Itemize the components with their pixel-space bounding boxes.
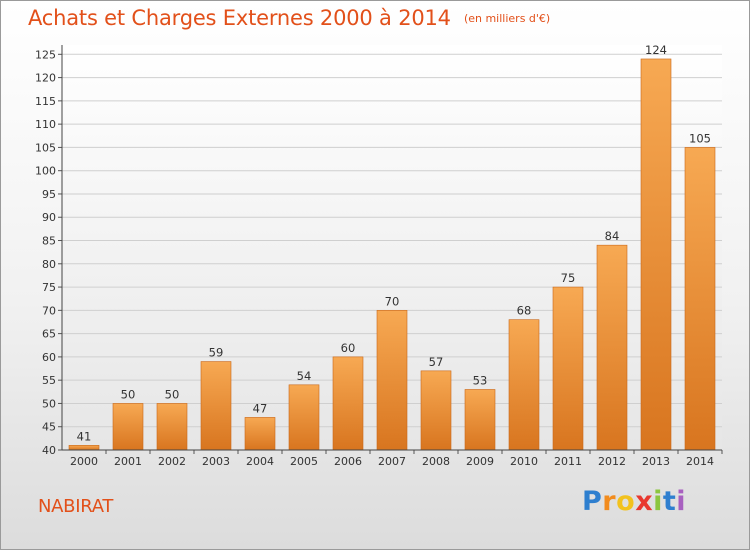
value-label: 105 <box>689 131 711 145</box>
value-labels: 41 50 50 59 47 54 60 70 57 53 68 75 84 124 105 <box>77 43 711 443</box>
x-tick-label: 2007 <box>378 455 406 468</box>
value-label: 41 <box>77 429 92 443</box>
logo-letter: r <box>602 486 617 517</box>
y-tick-label: 110 <box>35 118 56 131</box>
x-tick-label: 2014 <box>686 455 714 468</box>
y-tick-label: 50 <box>42 397 56 410</box>
y-tick-label: 75 <box>42 281 56 294</box>
value-label: 68 <box>517 304 532 318</box>
logo-letter: i <box>676 486 687 517</box>
value-label: 53 <box>473 373 488 387</box>
y-tick-label: 115 <box>35 95 56 108</box>
value-label: 70 <box>385 294 400 308</box>
x-tick-label: 2006 <box>334 455 362 468</box>
bar-2009 <box>464 389 496 451</box>
bar-2012 <box>596 244 628 451</box>
bar-2010 <box>508 319 540 451</box>
x-tick-label: 2000 <box>70 455 98 468</box>
x-tick-label: 2013 <box>642 455 670 468</box>
y-tick-label: 60 <box>42 351 56 364</box>
value-label: 50 <box>165 387 180 401</box>
y-tick-label: 85 <box>42 235 56 248</box>
bar-2005 <box>288 384 320 451</box>
value-label: 50 <box>121 387 136 401</box>
x-tick-label: 2003 <box>202 455 230 468</box>
logo-letter: x <box>635 486 654 517</box>
y-tick-label: 120 <box>35 72 56 85</box>
bar-2006 <box>332 356 364 451</box>
y-tick-label: 70 <box>42 304 56 317</box>
value-label: 47 <box>253 401 268 415</box>
x-tick-label: 2001 <box>114 455 142 468</box>
value-label: 124 <box>645 43 667 57</box>
value-label: 57 <box>429 355 444 369</box>
x-tick-label: 2010 <box>510 455 538 468</box>
x-tick-label: 2011 <box>554 455 582 468</box>
x-tick-label: 2002 <box>158 455 186 468</box>
x-tick-label: 2012 <box>598 455 626 468</box>
y-tick-label: 105 <box>35 141 56 154</box>
logo-letter: o <box>616 486 636 517</box>
y-tick-label: 125 <box>35 48 56 61</box>
value-label: 54 <box>297 369 312 383</box>
chart-title: Achats et Charges Externes 2000 à 2014 <box>28 6 451 30</box>
bar-2014 <box>684 147 716 451</box>
bar-2003 <box>200 361 232 451</box>
chart-unit-note: (en milliers d'€) <box>463 12 551 25</box>
proxiti-logo: Proxiti <box>582 486 686 517</box>
y-tick-label: 100 <box>35 165 56 178</box>
bar-2000 <box>68 445 100 451</box>
y-tick-label: 80 <box>42 258 56 271</box>
bar-2011 <box>552 286 584 451</box>
value-label: 84 <box>605 229 620 243</box>
y-tick-label: 40 <box>42 444 56 457</box>
logo-letter: i <box>653 486 663 517</box>
y-tick-label: 90 <box>42 211 56 224</box>
value-label: 60 <box>341 341 356 355</box>
y-tick-label: 45 <box>42 421 56 434</box>
town-name: NABIRAT <box>38 496 114 517</box>
x-tick-label: 2004 <box>246 455 274 468</box>
axes: 40 45 50 55 60 65 70 75 80 85 90 95 100 105 110 115 120 1… <box>35 45 723 468</box>
y-tick-label: 55 <box>42 374 56 387</box>
logo-letter: t <box>662 486 677 517</box>
y-tick-label: 65 <box>42 328 56 341</box>
logo-letter: P <box>582 486 603 517</box>
bar-2002 <box>156 403 188 451</box>
x-tick-label: 2005 <box>290 455 318 468</box>
bar-2001 <box>112 403 144 451</box>
value-label: 75 <box>561 271 576 285</box>
bar-2013 <box>640 58 672 451</box>
chart-header: Achats et Charges Externes 2000 à 2014 (… <box>28 6 550 30</box>
y-tick-label: 95 <box>42 188 56 201</box>
value-label: 59 <box>209 346 224 360</box>
bars <box>68 58 716 451</box>
bar-2004 <box>244 417 276 451</box>
x-tick-label: 2008 <box>422 455 450 468</box>
x-tick-label: 2009 <box>466 455 494 468</box>
bar-2008 <box>420 370 452 451</box>
bar-2007 <box>376 310 408 451</box>
